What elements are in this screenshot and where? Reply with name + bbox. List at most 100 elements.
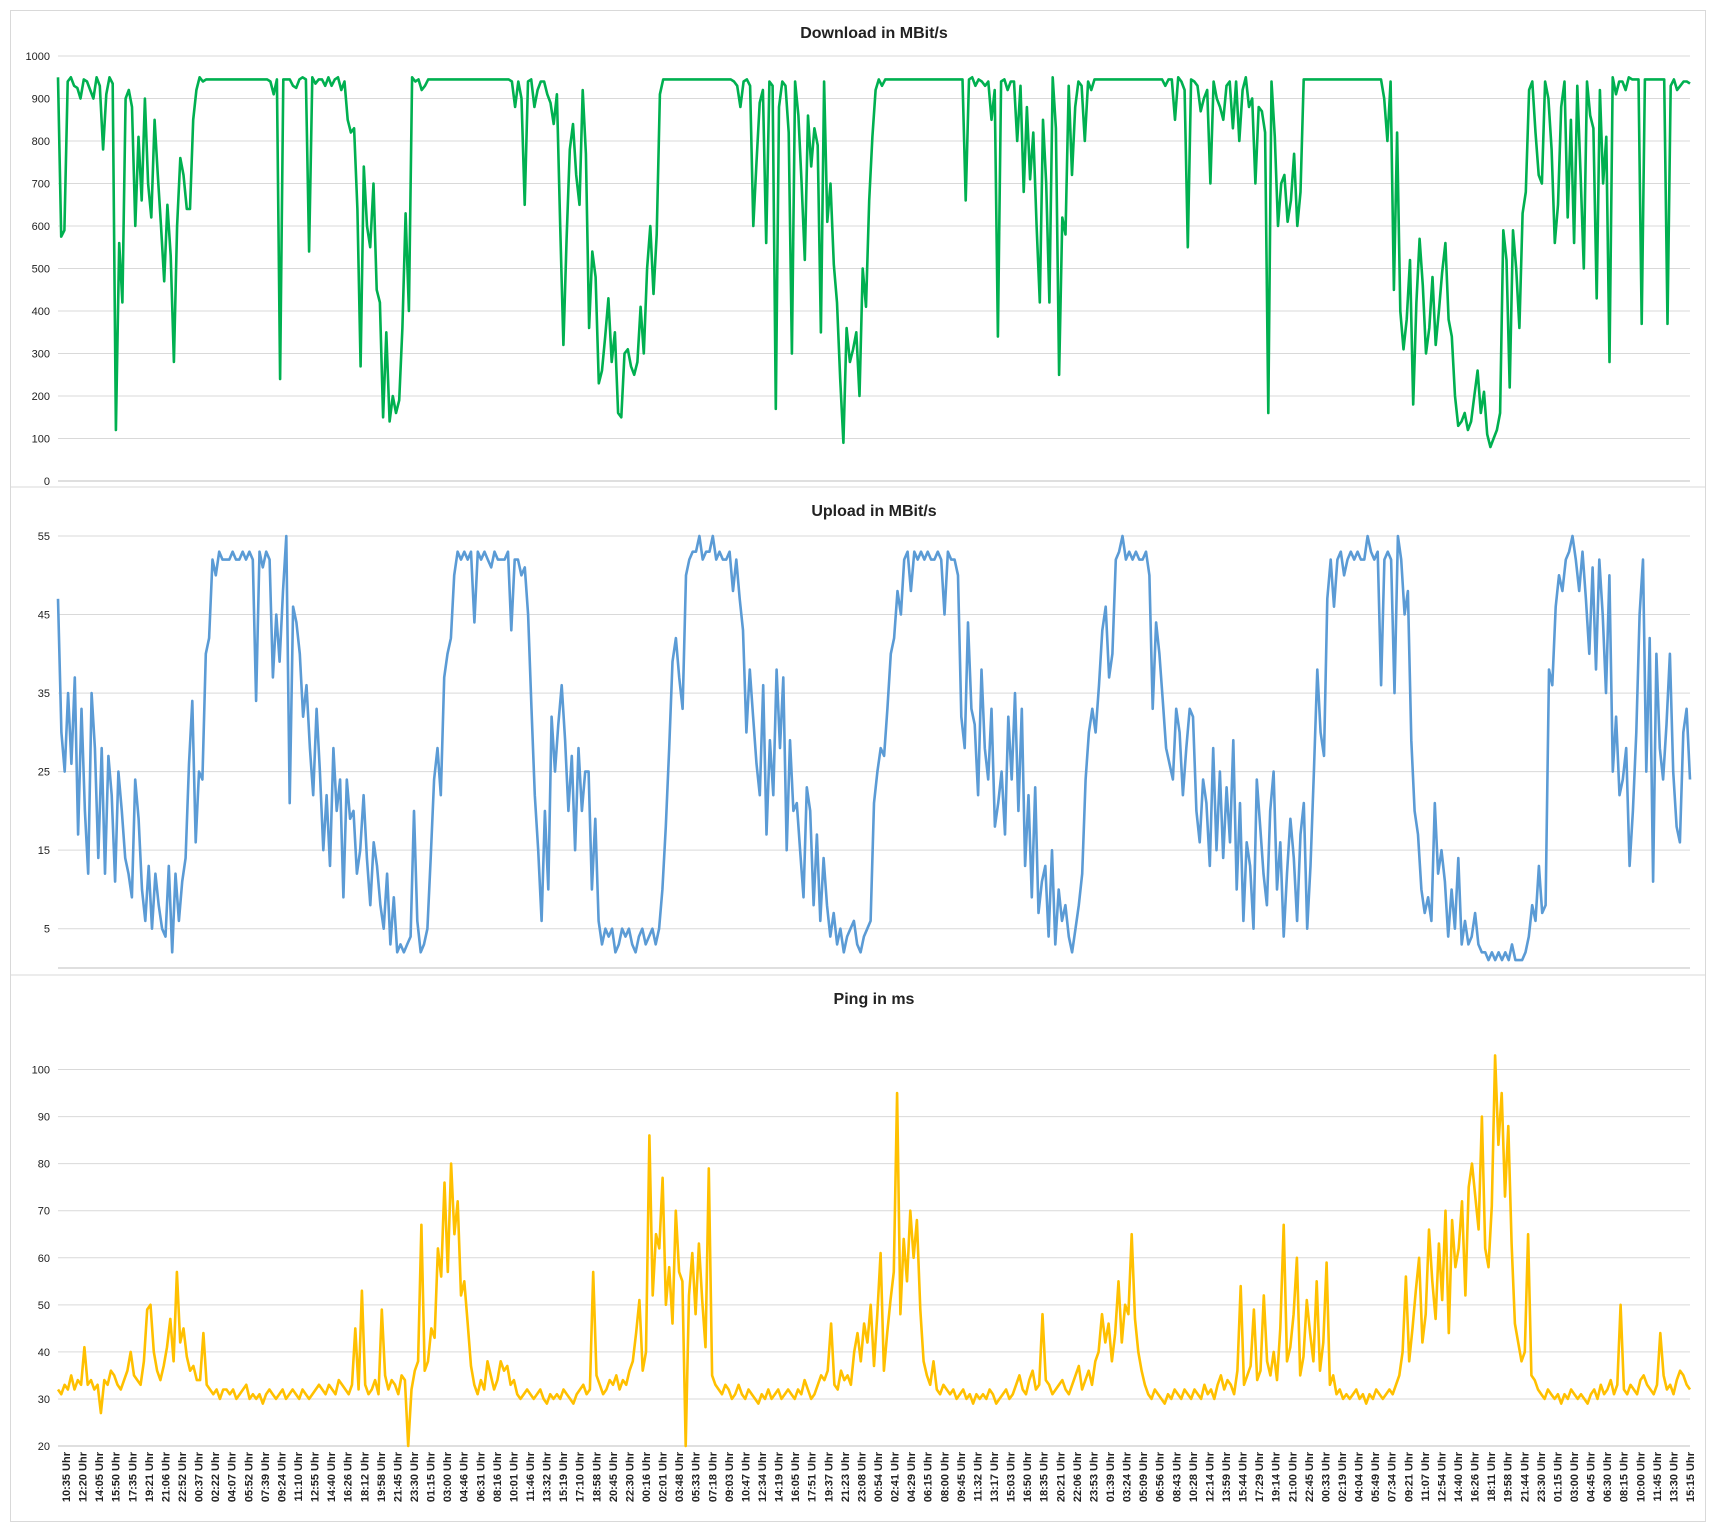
y-tick-label: 60 [38,1253,50,1265]
y-tick-label: 0 [44,476,50,488]
x-tick-label: 14:40 Uhr [1453,1451,1465,1502]
x-tick-label: 20:21 Uhr [1055,1451,1067,1502]
x-tick-label: 21:06 Uhr [160,1451,172,1502]
x-tick-label: 02:01 Uhr [658,1451,670,1502]
x-tick-label: 11:10 Uhr [293,1451,305,1501]
x-tick-label: 10:28 Uhr [1188,1451,1200,1502]
x-tick-label: 22:30 Uhr [624,1451,636,1502]
x-tick-label: 18:35 Uhr [1039,1451,1051,1502]
y-tick-label: 700 [32,179,50,191]
x-tick-label: 22:45 Uhr [1304,1451,1316,1502]
x-tick-label: 00:33 Uhr [1320,1451,1332,1502]
x-tick-label: 15:15 Uhr [1685,1451,1697,1502]
y-tick-label: 800 [32,136,50,148]
y-tick-label: 70 [38,1206,50,1218]
x-tick-label: 13:59 Uhr [1221,1451,1233,1502]
x-tick-label: 20:45 Uhr [608,1451,620,1502]
x-tick-label: 10:00 Uhr [1635,1451,1647,1502]
x-tick-label: 15:50 Uhr [111,1451,123,1502]
series-line-upload [56,534,1692,962]
y-tick-label: 20 [38,1441,50,1453]
y-tick-label: 90 [38,1112,50,1124]
y-tick-label: 45 [38,610,50,622]
x-tick-label: 01:15 Uhr [1552,1451,1564,1502]
x-tick-label: 05:33 Uhr [691,1451,703,1502]
x-tick-label: 14:19 Uhr [774,1451,786,1502]
y-tick-label: 55 [38,531,50,543]
y-tick-label: 100 [32,1065,50,1077]
y-tick-label: 900 [32,94,50,106]
x-tick-label: 08:43 Uhr [1171,1451,1183,1502]
x-tick-label: 08:16 Uhr [492,1451,504,1502]
chart-title: Ping in ms [834,991,915,1008]
x-tick-label: 12:54 Uhr [1436,1451,1448,1502]
figure-border [10,10,1706,1522]
x-tick-label: 11:46 Uhr [525,1451,537,1501]
x-tick-label: 12:20 Uhr [78,1451,90,1502]
x-tick-label: 07:39 Uhr [260,1451,272,1502]
x-tick-label: 11:32 Uhr [972,1451,984,1501]
x-tick-label: 16:26 Uhr [1470,1451,1482,1502]
x-tick-label: 12:34 Uhr [757,1451,769,1502]
x-tick-label: 17:10 Uhr [575,1451,587,1502]
x-tick-label: 19:21 Uhr [144,1451,156,1502]
x-tick-label: 06:30 Uhr [1602,1451,1614,1502]
x-tick-label: 06:15 Uhr [923,1451,935,1502]
x-tick-label: 16:05 Uhr [790,1451,802,1502]
y-tick-label: 400 [32,306,50,318]
x-tick-label: 17:51 Uhr [807,1451,819,1502]
x-tick-label: 03:24 Uhr [1122,1451,1134,1502]
x-tick-label: 02:41 Uhr [890,1451,902,1502]
y-tick-label: 500 [32,264,50,276]
x-tick-label: 23:53 Uhr [1088,1451,1100,1502]
x-tick-label: 10:47 Uhr [740,1451,752,1502]
x-tick-label: 05:49 Uhr [1370,1451,1382,1502]
x-tick-label: 19:58 Uhr [1503,1451,1515,1502]
x-tick-label: 10:01 Uhr [508,1451,520,1502]
x-tick-label: 09:24 Uhr [276,1451,288,1502]
x-tick-label: 04:29 Uhr [906,1451,918,1502]
x-tick-label: 07:18 Uhr [707,1451,719,1502]
x-tick-label: 22:06 Uhr [1072,1451,1084,1502]
x-tick-label: 01:39 Uhr [1105,1451,1117,1502]
x-tick-label: 09:03 Uhr [724,1451,736,1502]
x-tick-label: 12:14 Uhr [1204,1451,1216,1502]
x-tick-label: 03:00 Uhr [1569,1451,1581,1502]
series-line-download [56,76,1691,449]
x-tick-label: 15:19 Uhr [558,1451,570,1502]
x-tick-label: 16:26 Uhr [343,1451,355,1502]
y-tick-label: 5 [44,924,50,936]
x-tick-label: 15:44 Uhr [1238,1451,1250,1502]
y-tick-label: 40 [38,1347,50,1359]
x-tick-label: 05:52 Uhr [243,1451,255,1502]
x-tick-label: 23:30 Uhr [1536,1451,1548,1502]
x-tick-label: 00:37 Uhr [194,1451,206,1502]
x-tick-label: 18:11 Uhr [1486,1451,1498,1501]
x-tick-label: 00:16 Uhr [641,1451,653,1502]
x-tick-label: 23:30 Uhr [409,1451,421,1502]
x-tick-label: 04:04 Uhr [1354,1451,1366,1502]
y-tick-label: 1000 [26,51,50,63]
x-tick-label: 02:19 Uhr [1337,1451,1349,1502]
x-tick-label: 05:09 Uhr [1138,1451,1150,1502]
x-tick-label: 21:45 Uhr [392,1451,404,1502]
x-tick-label: 21:44 Uhr [1519,1451,1531,1502]
y-tick-label: 200 [32,391,50,403]
x-tick-label: 16:50 Uhr [1022,1451,1034,1502]
x-tick-label: 01:15 Uhr [426,1451,438,1502]
x-tick-label: 09:45 Uhr [956,1451,968,1502]
y-tick-label: 80 [38,1159,50,1171]
chart-title: Upload in MBit/s [811,503,936,520]
x-tick-label: 17:35 Uhr [127,1451,139,1502]
x-tick-label: 08:15 Uhr [1619,1451,1631,1502]
x-tick-label: 14:05 Uhr [94,1451,106,1502]
x-tick-label: 17:29 Uhr [1254,1451,1266,1502]
x-tick-label: 19:58 Uhr [376,1451,388,1502]
x-tick-label: 09:21 Uhr [1403,1451,1415,1502]
x-tick-label: 18:58 Uhr [591,1451,603,1502]
y-tick-label: 100 [32,434,50,446]
y-tick-label: 25 [38,767,50,779]
x-tick-label: 06:31 Uhr [475,1451,487,1502]
x-tick-label: 15:03 Uhr [1006,1451,1018,1502]
